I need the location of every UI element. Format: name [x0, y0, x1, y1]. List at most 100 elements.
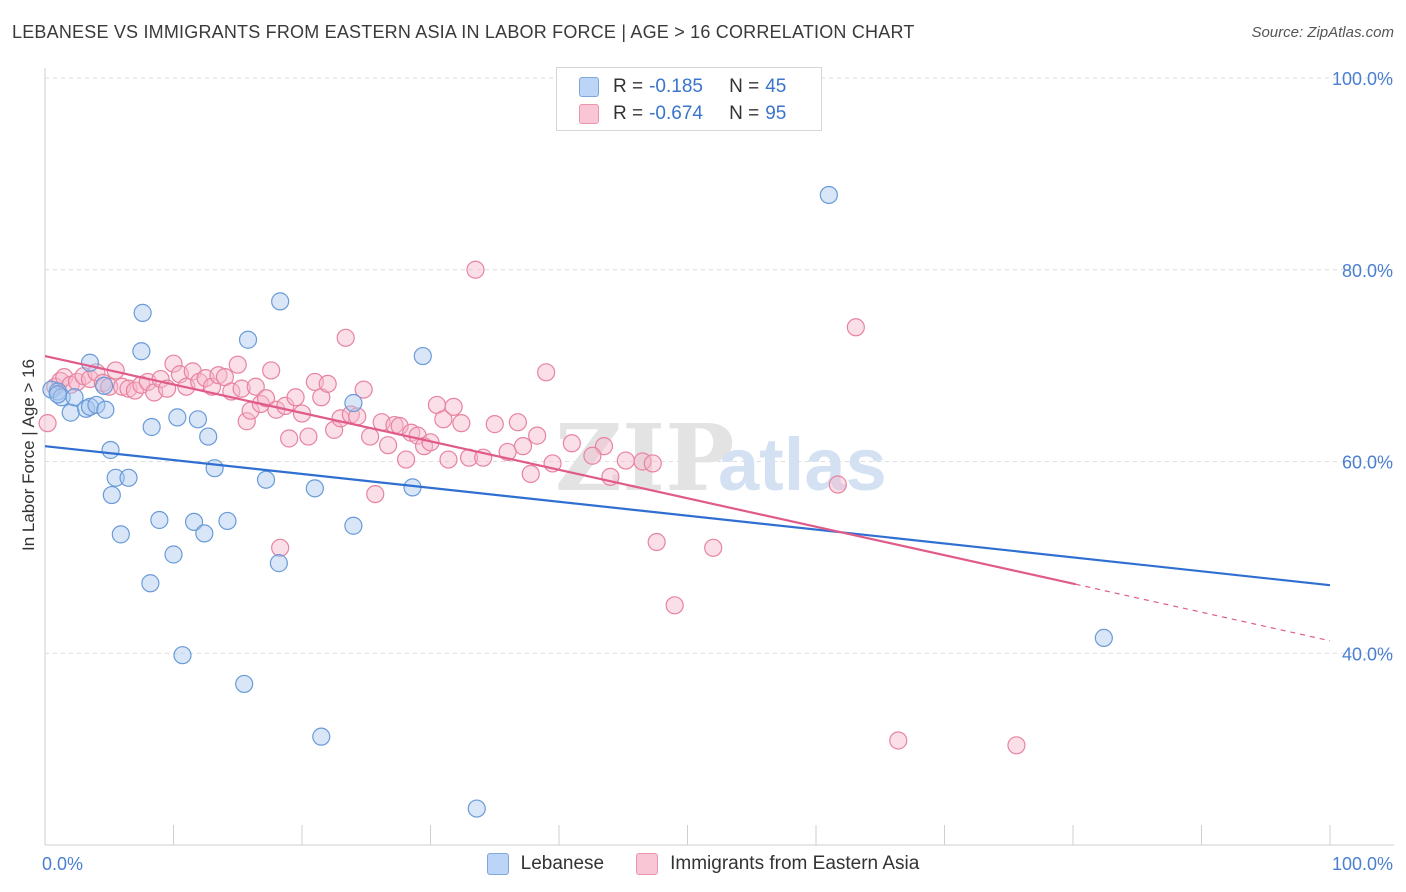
eastasia-point	[246, 377, 265, 396]
eastasia-point	[444, 397, 463, 416]
eastasia-trend-line	[44, 354, 1076, 586]
legend-r-label: R =	[613, 103, 644, 124]
eastasia-point	[232, 379, 251, 398]
lebanese-point	[111, 525, 130, 544]
lebanese-point	[184, 512, 204, 532]
eastasia-point	[452, 414, 471, 433]
lebanese-point	[95, 376, 114, 395]
lebanese-point	[413, 346, 432, 366]
source-label: Source: ZipAtlas.com	[1251, 24, 1394, 41]
eastasia-point	[647, 532, 666, 552]
eastasia-point	[846, 318, 865, 337]
eastasia-point	[280, 429, 299, 448]
eastasia-point	[439, 450, 458, 469]
lebanese-point	[238, 330, 258, 349]
lebanese-point	[141, 574, 160, 593]
eastasia-point	[366, 484, 385, 504]
lebanese-point	[235, 674, 254, 694]
legend-n-label: N =	[729, 76, 760, 97]
eastasia-point	[583, 446, 602, 465]
eastasia-point	[256, 389, 276, 408]
y-tick-label: 100.0%	[1332, 69, 1393, 89]
legend-r-value: -0.185	[649, 76, 703, 97]
x-tick-label-max: 100.0%	[1332, 854, 1393, 874]
lebanese-point	[188, 410, 208, 429]
eastasia-point	[704, 538, 723, 557]
eastasia-point	[562, 434, 581, 453]
trend-lines	[44, 354, 1331, 642]
lebanese-point	[106, 468, 125, 487]
eastasia-point	[528, 426, 547, 445]
lebanese-point	[1094, 628, 1113, 648]
grid-lines	[45, 77, 1394, 654]
lebanese-point	[164, 545, 183, 564]
legend-label-eastasia: Immigrants from Eastern Asia	[670, 853, 920, 874]
lebanese-point	[80, 397, 100, 416]
eastasia-point	[828, 475, 847, 494]
eastasia-point	[378, 436, 398, 455]
eastasia-point	[616, 451, 635, 470]
eastasia-point	[665, 596, 684, 615]
watermark-atlas: atlas	[718, 423, 887, 506]
lebanese-point	[269, 554, 288, 573]
eastasia-point	[396, 450, 416, 469]
lebanese-point	[819, 185, 838, 205]
eastasia-trend-extension	[1075, 583, 1331, 642]
lebanese-point	[312, 727, 331, 746]
eastasia-point	[466, 260, 485, 279]
eastasia-point	[521, 464, 540, 484]
lebanese-point	[101, 440, 120, 460]
lebanese-point	[195, 524, 214, 543]
lebanese-point	[133, 303, 152, 322]
eastasia-point	[271, 538, 290, 557]
eastasia-point	[262, 361, 281, 380]
lebanese-point	[119, 468, 138, 487]
lebanese-point	[173, 646, 192, 665]
eastasia-point	[361, 427, 380, 446]
y-tick-label: 60.0%	[1342, 453, 1393, 473]
lebanese-point	[271, 292, 290, 311]
eastasia-point	[209, 366, 228, 385]
eastasia-point	[100, 377, 119, 396]
lebanese-point	[61, 403, 80, 422]
legend-label-lebanese: Lebanese	[520, 853, 605, 874]
eastasia-point	[299, 427, 318, 446]
lebanese-point	[467, 799, 486, 818]
eastasia-point	[1007, 736, 1026, 755]
lebanese-point	[48, 385, 67, 404]
tick-labels: 40.0% 60.0% 80.0% 100.0% 0.0% 100.0%	[42, 69, 1393, 874]
lebanese-points	[42, 185, 1113, 818]
lebanese-point	[142, 417, 161, 437]
lebanese-point	[305, 479, 324, 498]
legend-n-value: 95	[765, 103, 787, 124]
eastasia-point	[318, 374, 337, 393]
chart-title: LEBANESE VS IMMIGRANTS FROM EASTERN ASIA…	[12, 22, 915, 42]
legend-n-label: N =	[729, 103, 760, 124]
lebanese-point	[199, 427, 218, 446]
eastasia-point	[537, 363, 556, 382]
eastasia-point	[508, 413, 527, 432]
eastasia-points	[38, 260, 1026, 755]
legend-r-value: -0.674	[649, 103, 703, 124]
eastasia-point	[164, 354, 183, 373]
lebanese-point	[344, 393, 363, 413]
legend-swatch-lebanese	[579, 77, 599, 97]
eastasia-point	[38, 414, 57, 433]
legend-item-lebanese: Lebanese	[486, 853, 605, 875]
axes	[44, 68, 1394, 846]
lebanese-point	[87, 395, 106, 415]
lebanese-point	[96, 400, 115, 419]
lebanese-point	[102, 485, 121, 505]
eastasia-point	[434, 410, 453, 429]
eastasia-point	[237, 412, 256, 431]
lebanese-point	[256, 470, 276, 489]
eastasia-point	[228, 355, 247, 374]
watermark: ZIP atlas	[555, 404, 887, 512]
lebanese-point	[132, 342, 151, 361]
legend-item-eastasia: Immigrants from Eastern Asia	[636, 853, 919, 875]
lebanese-trend-line	[44, 445, 1331, 587]
legend-n-value: 45	[765, 76, 787, 97]
stats-legend: R = -0.185 N = 45 R = -0.674 N = 95	[556, 67, 822, 131]
legend-row-eastasia: R = -0.674 N = 95	[557, 101, 786, 127]
eastasia-point	[889, 731, 908, 750]
